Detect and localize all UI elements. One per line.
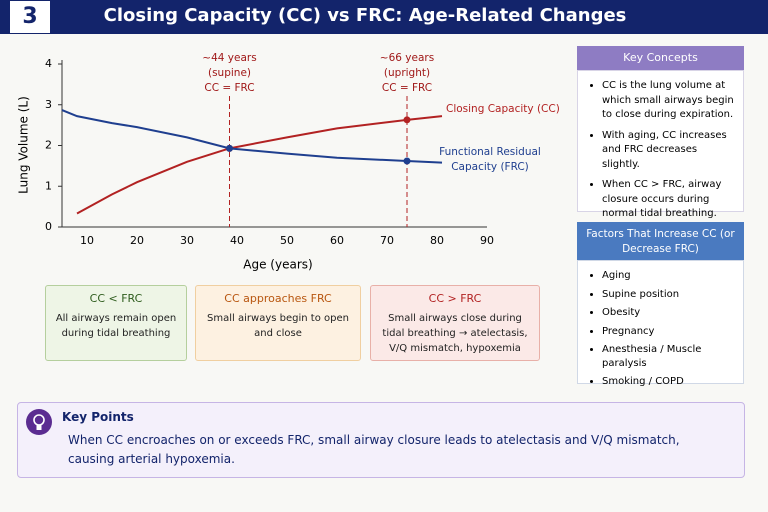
section-number: 3 xyxy=(10,1,50,33)
factor-item: Smoking / COPD xyxy=(602,375,737,389)
x-axis-label: Age (years) xyxy=(243,258,312,272)
series-line xyxy=(61,109,443,164)
x-tick-label: 40 xyxy=(230,234,244,247)
state-title: CC approaches FRC xyxy=(224,292,332,305)
state-text: All airways remain open during tidal bre… xyxy=(55,313,177,339)
state-box: CC approaches FRC Small airways begin to … xyxy=(195,285,361,361)
concepts-title: Key Concepts xyxy=(577,46,744,70)
concepts-box: CC is the lung volume at which small air… xyxy=(577,70,744,219)
y-tick-label: 2 xyxy=(45,139,52,152)
factor-item: Supine position xyxy=(602,288,737,302)
series-line xyxy=(76,115,443,215)
factor-item: Anesthesia / Muscle paralysis xyxy=(602,343,737,370)
series-point xyxy=(403,157,411,165)
bulb-icon xyxy=(26,409,52,435)
series-label: Closing Capacity (CC) xyxy=(446,103,560,115)
x-tick-label: 90 xyxy=(480,234,494,247)
factors-title: Factors That Increase CC (or Decrease FR… xyxy=(577,222,744,260)
chart: Lung Volume (L) Age (years) 0 1 2 3 4 10 20 30 4… xyxy=(17,52,495,272)
state-box: CC < FRC All airways remain open during t… xyxy=(45,285,187,361)
series-point xyxy=(403,116,411,124)
x-tick-label: 10 xyxy=(80,234,94,247)
state-box: CC > FRC Small airways close during tidal… xyxy=(370,285,540,361)
factors-box: Aging Supine position Obesity Pregnancy Anes… xyxy=(577,260,744,387)
key-points-text: When CC encroaches on or exceeds FRC, sm… xyxy=(68,433,680,466)
x-tick-label: 20 xyxy=(130,234,144,247)
state-text: Small airways close during tidal breathi… xyxy=(382,313,528,354)
annotation-text: CC = FRC xyxy=(382,82,432,94)
x-tick-label: 80 xyxy=(430,234,444,247)
x-tick-label: 30 xyxy=(180,234,194,247)
y-axis-label: Lung Volume (L) xyxy=(17,96,31,194)
y-tick-label: 4 xyxy=(45,57,52,70)
annotation-text: ~66 years xyxy=(380,52,434,64)
state-text: Small airways begin to open and close xyxy=(207,313,349,339)
concept-item: CC is the lung volume at which small air… xyxy=(602,79,737,123)
x-tick-label: 70 xyxy=(380,234,394,247)
series-point xyxy=(226,144,233,152)
annotation-text: ~44 years xyxy=(202,52,256,64)
annotation-text: CC = FRC xyxy=(204,82,254,94)
state-title: CC < FRC xyxy=(89,292,143,305)
key-points-box: Key Points When CC encroaches on or exce… xyxy=(17,402,745,478)
annotation-text: (upright) xyxy=(384,67,430,79)
x-tick-label: 50 xyxy=(280,234,294,247)
page-title: Closing Capacity (CC) vs FRC: Age-Relate… xyxy=(103,5,627,26)
factors-list: Aging Supine position Obesity Pregnancy Anes… xyxy=(582,269,737,389)
state-title: CC > FRC xyxy=(428,292,482,305)
factor-item: Pregnancy xyxy=(602,325,737,339)
factor-item: Aging xyxy=(602,269,737,283)
concept-item: With aging, CC increases and FRC decreas… xyxy=(602,129,737,173)
y-tick-label: 3 xyxy=(45,98,52,111)
concepts-list: CC is the lung volume at which small air… xyxy=(582,79,737,222)
y-tick-label: 1 xyxy=(45,179,52,192)
series-label: Functional Residual Capacity (FRC) xyxy=(439,146,541,174)
key-points-title: Key Points xyxy=(62,410,134,424)
annotation-text: (supine) xyxy=(208,67,251,79)
x-tick-label: 60 xyxy=(330,234,344,247)
y-tick-label: 0 xyxy=(45,220,52,233)
concept-item: When CC > FRC, airway closure occurs dur… xyxy=(602,178,737,222)
factor-item: Obesity xyxy=(602,306,737,320)
header-bar xyxy=(0,0,768,34)
